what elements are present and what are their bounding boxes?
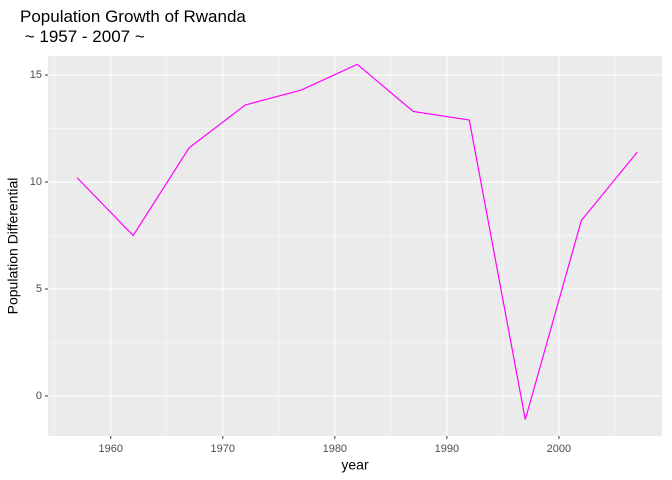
plot-panel — [48, 56, 662, 436]
x-tick-label: 1960 — [99, 443, 123, 455]
x-tick-label: 1970 — [211, 443, 235, 455]
y-tick-label: 0 — [36, 390, 42, 402]
x-tick-label: 1990 — [435, 443, 459, 455]
y-axis-title: Population Differential — [5, 178, 21, 315]
x-tick-label: 2000 — [547, 443, 571, 455]
y-tick-label: 10 — [30, 176, 42, 188]
line — [76, 63, 638, 420]
y-tick-label: 15 — [30, 69, 42, 81]
chart-title: Population Growth of Rwanda — [20, 7, 246, 26]
x-axis-title: year — [341, 457, 369, 473]
chart-subtitle: ~ 1957 - 2007 ~ — [20, 27, 145, 46]
x-tick-label: 1980 — [323, 443, 347, 455]
y-tick-label: 5 — [36, 283, 42, 295]
